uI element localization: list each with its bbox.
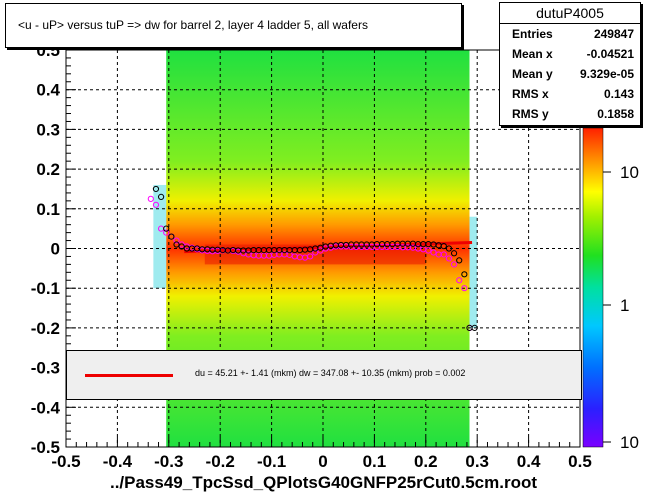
profile-point-black: [163, 225, 170, 232]
y-tick-label: -0.1: [31, 279, 60, 298]
profile-point-black: [152, 185, 160, 193]
fit-legend-text: du = 45.21 +- 1.41 (mkm) dw = 347.08 +- …: [195, 368, 466, 378]
profile-point-black: [461, 271, 468, 278]
z-tick-label: 10: [620, 163, 639, 182]
profile-point-magenta: [163, 229, 170, 236]
color-scale-bar: [582, 127, 604, 448]
stats-value: -0.04521: [586, 47, 634, 61]
profile-point-magenta: [425, 247, 432, 254]
stats-value: 9.329e-05: [579, 67, 634, 81]
x-tick-label: -0.2: [206, 452, 235, 471]
profile-point-black: [168, 233, 175, 240]
profile-point-black: [471, 324, 478, 331]
profile-point-magenta: [152, 201, 160, 208]
profile-point-magenta: [461, 285, 468, 292]
stats-row-rms-x: RMS x 0.143: [500, 84, 640, 104]
x-tick-label: -0.4: [103, 452, 133, 471]
stats-row-entries: Entries 249847: [500, 24, 640, 44]
profile-point-magenta: [312, 249, 319, 256]
y-tick-label: 0.4: [36, 81, 60, 100]
profile-point-black: [173, 241, 180, 248]
stats-name: dutuP4005: [500, 3, 640, 24]
fit-legend-line: [85, 374, 173, 377]
profile-point-black: [445, 245, 453, 252]
y-tick-label: -0.3: [31, 359, 60, 378]
profile-point-magenta: [450, 261, 458, 268]
y-tick-label: 0.1: [36, 200, 60, 219]
x-tick-label: 0.4: [517, 452, 541, 471]
x-tick-label: -0.1: [257, 452, 286, 471]
profile-point-magenta: [147, 195, 154, 202]
stats-label: RMS x: [512, 87, 549, 101]
y-tick-label: -0.2: [31, 319, 60, 338]
profile-point-magenta: [456, 277, 463, 284]
x-tick-label: 0.3: [465, 452, 489, 471]
title-box: <u - uP> versus tuP => dw for barrel 2, …: [5, 3, 462, 48]
x-tick-label: 0.5: [568, 452, 592, 471]
z-tick-label: 10: [620, 433, 639, 452]
stats-label: RMS y: [512, 107, 549, 121]
stats-row-mean-y: Mean y 9.329e-05: [500, 64, 640, 84]
x-tick-label: 0.1: [363, 452, 387, 471]
profile-point-magenta: [440, 251, 447, 258]
y-tick-label: 0.3: [36, 120, 60, 139]
profile-point-magenta: [307, 253, 314, 260]
stats-row-mean-x: Mean x -0.04521: [500, 44, 640, 64]
stats-value: 0.1858: [597, 107, 634, 121]
profile-points: [147, 185, 478, 331]
x-axis-label: ../Pass49_TpcSsd_QPlotsG40GNFP25rCut0.5c…: [109, 473, 538, 492]
stats-label: Mean x: [512, 47, 553, 61]
profile-point-black: [157, 193, 165, 200]
stats-row-rms-y: RMS y 0.1858: [500, 104, 640, 124]
stats-value: 249847: [593, 27, 634, 41]
color-scale: 10 1 10: [582, 127, 639, 452]
profile-point-magenta: [317, 247, 324, 254]
x-tick-label: -0.3: [154, 452, 183, 471]
stats-box: dutuP4005 Entries 249847 Mean x -0.04521…: [499, 2, 641, 126]
profile-point-black: [456, 257, 463, 264]
stats-label: Mean y: [512, 67, 553, 81]
fit-legend: du = 45.21 +- 1.41 (mkm) dw = 347.08 +- …: [66, 350, 582, 400]
profile-point-black: [440, 243, 447, 250]
profile-point-magenta: [445, 255, 453, 262]
density-left-edge: [153, 184, 167, 289]
profile-point-black: [450, 250, 458, 257]
x-tick-label: 0: [318, 452, 327, 471]
y-tick-label: -0.4: [31, 398, 61, 417]
x-tick-label: 0.2: [414, 452, 438, 471]
stats-value: 0.143: [603, 87, 634, 101]
chart-title: <u - uP> versus tuP => dw for barrel 2, …: [18, 18, 368, 32]
z-tick-label: 1: [620, 296, 629, 315]
stats-label: Entries: [512, 27, 553, 41]
profile-point-magenta: [173, 237, 180, 244]
y-tick-label: 0.2: [36, 160, 60, 179]
profile-point-black: [178, 243, 185, 250]
density-right-edge: [469, 216, 478, 328]
y-tick-label: -0.5: [31, 438, 60, 457]
x-tick-label: -0.5: [51, 452, 80, 471]
profile-point-magenta: [430, 249, 437, 256]
y-tick-label: 0: [51, 240, 60, 259]
